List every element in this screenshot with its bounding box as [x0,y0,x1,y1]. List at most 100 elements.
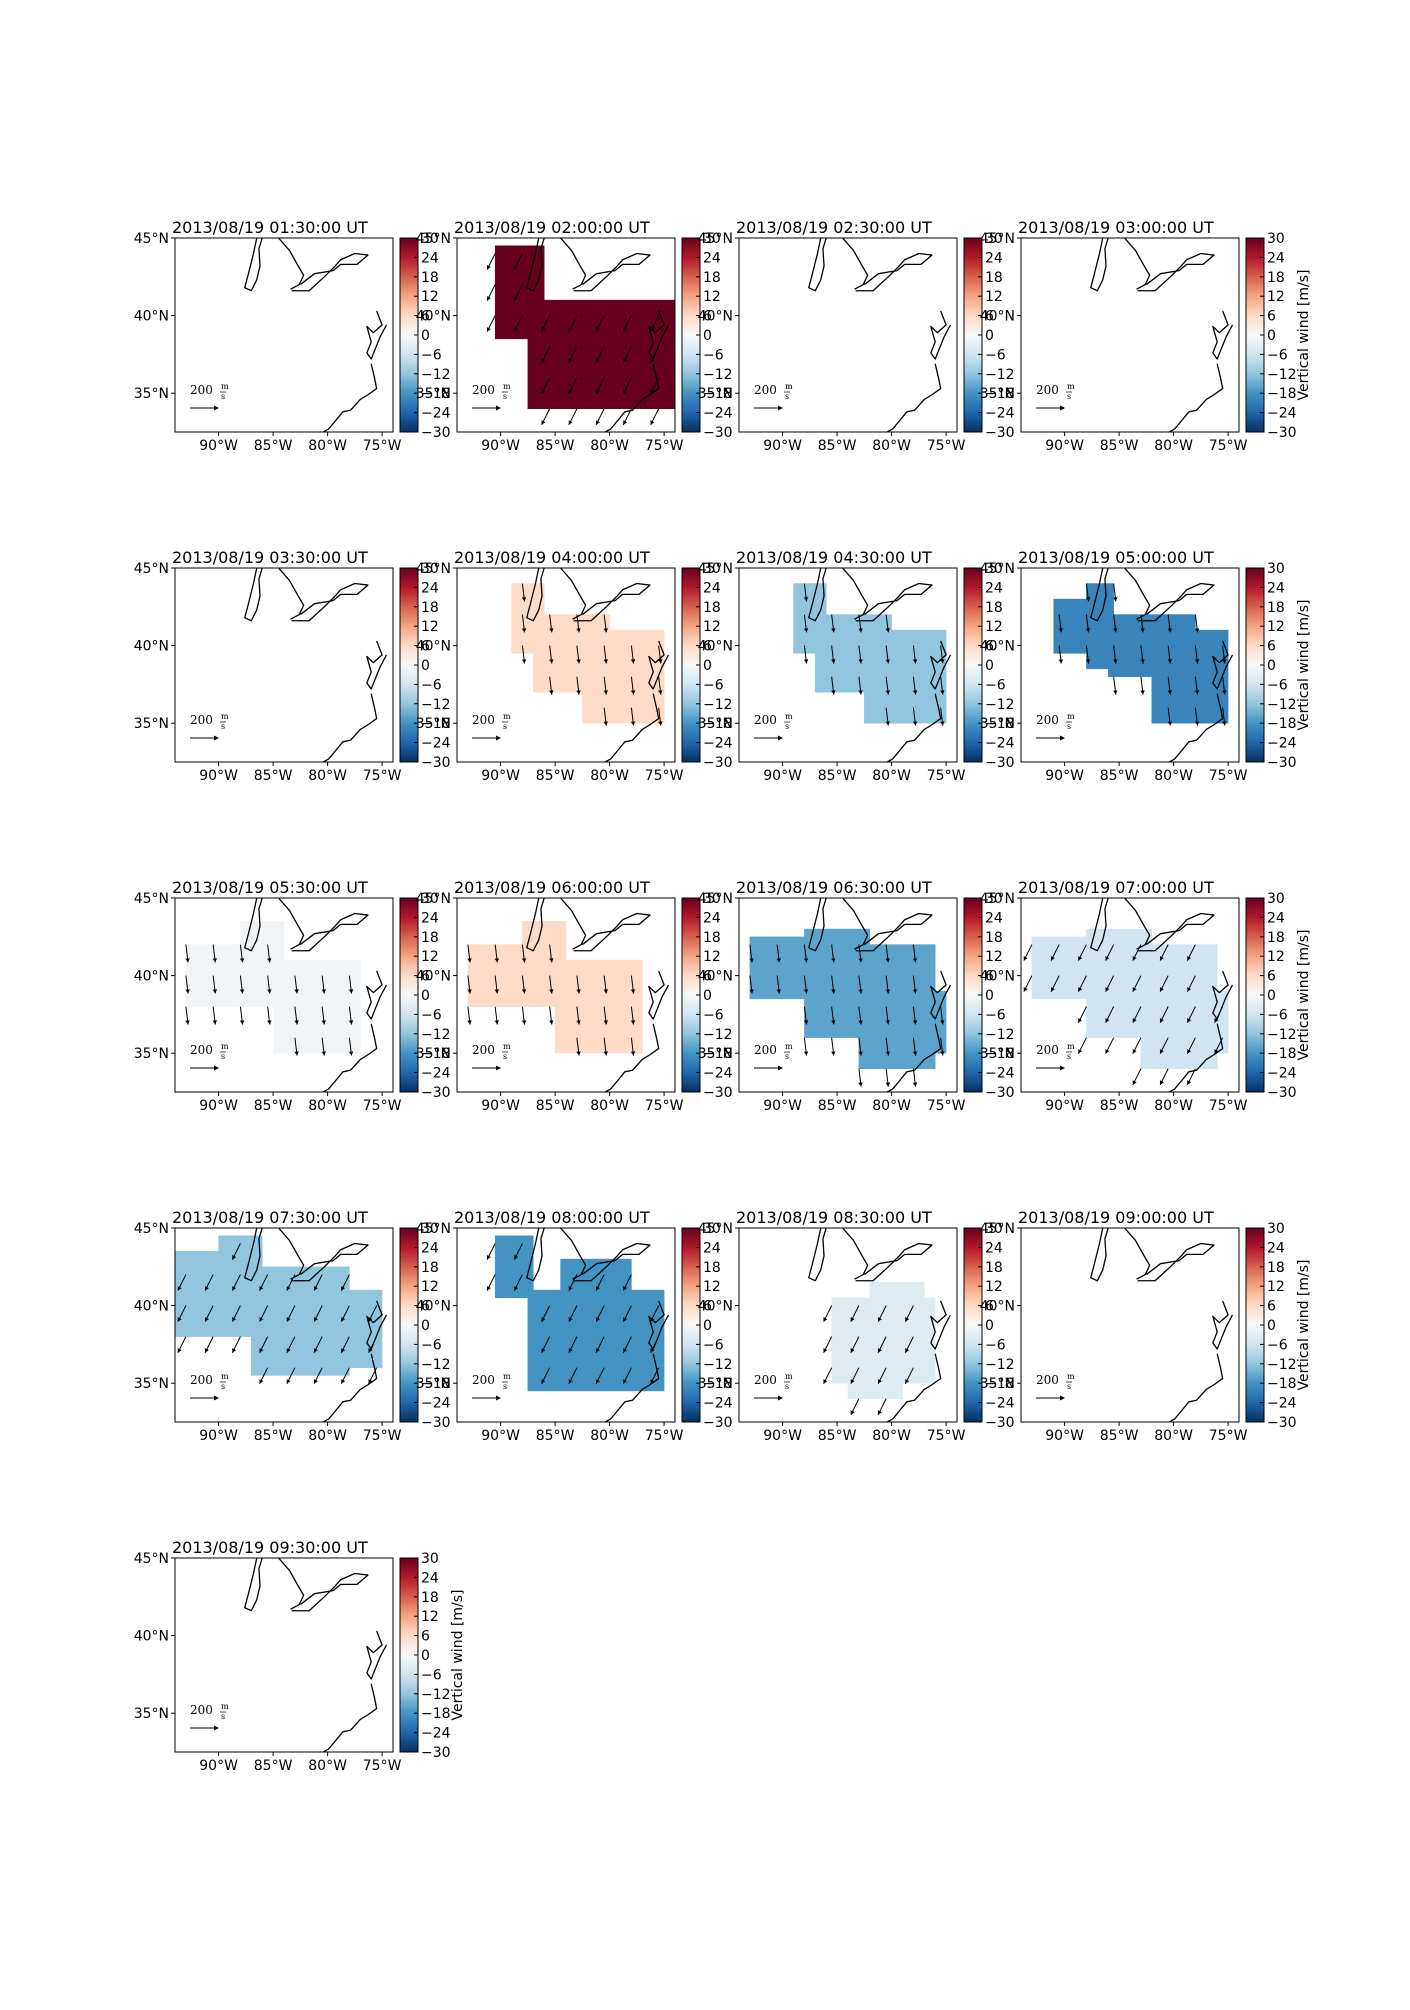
wind-arrow-head [1023,987,1028,992]
lon-tick-label: 75°W [363,1758,402,1774]
colorbar-tick-label: 30 [985,1221,1003,1237]
lat-tick-label: 35°N [134,716,169,732]
scale-arrow-head [496,405,501,411]
scale-label: 200 [190,383,213,397]
scale-label: 200 [190,1703,213,1717]
vertical-wind-region [305,1289,383,1368]
wind-arrow-head [541,389,546,394]
map-background [175,1558,393,1752]
wind-arrow-head [204,1317,209,1322]
lon-tick-label: 80°W [590,1098,629,1114]
colorbar-tick-label: 30 [421,891,439,907]
wind-arrow-head [877,1317,882,1322]
lon-tick-label: 90°W [199,438,238,454]
wind-arrow-head [650,420,655,425]
colorbar-tick-label: 12 [1267,1279,1285,1295]
wind-arrow-head [776,989,782,994]
wind-arrow-head [576,989,581,994]
wind-arrow-head [1194,659,1200,664]
wind-arrow-head [568,1348,573,1353]
wind-arrow-head [831,1051,836,1056]
colorbar-tick-label: 18 [1267,930,1285,946]
map-frame [456,897,676,1093]
colorbar-tick-label: −12 [703,1027,733,1043]
wind-arrow-head [803,958,809,963]
lat-tick-label: 35°N [698,716,733,732]
map-background [1021,238,1239,432]
wind-arrow-head [905,1379,910,1384]
coastline [855,912,933,952]
colorbar-tick-label: 6 [703,639,712,655]
colorbar-tick-label: −6 [985,347,1006,363]
scale-unit-denominator: s [1067,1382,1071,1391]
coastline [1137,252,1215,292]
lat-tick-label: 40°N [134,639,169,655]
scale-unit-denominator: s [1067,722,1071,731]
lat-tick-label: 45°N [416,231,451,247]
colorbar-tick-label: −6 [421,347,442,363]
wind-arrow-head [885,1020,891,1025]
coastline [291,1242,369,1282]
colorbar-tick-label: 12 [421,289,439,305]
colorbar-tick-label: 18 [985,600,1003,616]
colorbar-tick-label: 18 [985,930,1003,946]
wind-arrow-head [568,327,573,332]
colorbar-tick-label: −24 [421,1066,451,1082]
coastline [1090,898,1109,952]
colorbar-tick-label: −12 [421,1687,451,1703]
lat-tick-label: 45°N [980,561,1015,577]
coastline [930,970,952,1020]
lon-tick-label: 85°W [536,1428,575,1444]
wind-arrow-head [595,1317,600,1322]
wind-arrow-head [232,1317,237,1322]
lon-tick-label: 85°W [536,1098,575,1114]
panel-title: 2013/08/19 06:00:00 UT [454,878,650,897]
wind-arrow-head [1159,1049,1164,1054]
scale-label: 200 [190,1043,213,1057]
lon-tick-label: 90°W [199,1428,238,1444]
coastline [573,912,651,952]
wind-arrow-head [1187,1049,1192,1054]
wind-arrow-head [549,659,554,664]
wind-arrow-head [1132,1018,1137,1023]
wind-arrow-head [831,989,836,994]
wind-arrow-head [1132,956,1137,961]
lon-tick-label: 80°W [1154,438,1193,454]
panel-title: 2013/08/19 05:30:00 UT [172,878,368,897]
coastline [1124,238,1151,290]
lon-tick-label: 80°W [308,1098,347,1114]
colorbar-tick-label: 0 [985,658,994,674]
wind-arrow-head [259,1317,264,1322]
scale-unit-numerator: m [1067,1372,1075,1381]
lon-tick-label: 80°W [872,438,911,454]
colorbar-tick-label: −30 [1267,1415,1297,1431]
colorbar-tick-label: −6 [703,1337,724,1353]
colorbar-tick-label: 24 [985,580,1003,596]
lon-tick-label: 90°W [199,1098,238,1114]
wind-arrow-head [858,1020,863,1025]
colorbar-tick-label: −6 [1267,347,1288,363]
lon-tick-label: 90°W [481,438,520,454]
vertical-wind-region [749,936,811,1000]
panel-title: 2013/08/19 09:30:00 UT [172,1538,368,1557]
coastline [1124,898,1151,950]
lon-tick-label: 75°W [363,438,402,454]
coastline [560,898,587,950]
lat-tick-label: 35°N [698,1046,733,1062]
wind-arrow-head [541,358,546,363]
wind-arrow-head [1194,721,1200,726]
coastline [842,898,869,950]
wind-arrow-head [603,721,609,726]
wind-arrow-head [885,1051,891,1056]
map-frame [738,567,958,763]
lat-tick-label: 45°N [980,1221,1015,1237]
scale-arrow-head [1060,405,1065,411]
lat-tick-label: 45°N [698,891,733,907]
coastline [1212,970,1234,1020]
map-frame [174,237,394,433]
wind-arrow-head [294,1051,299,1056]
colorbar-tick-label: 0 [1267,988,1276,1004]
lat-tick-label: 40°N [134,1629,169,1645]
